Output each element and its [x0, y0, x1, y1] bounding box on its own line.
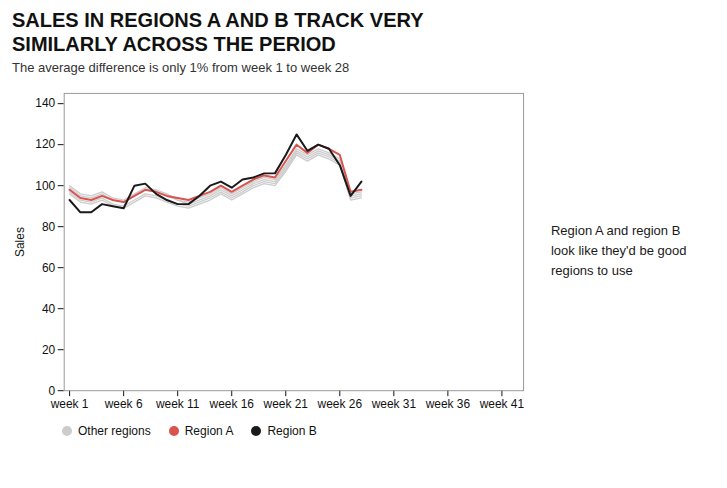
svg-text:week 31: week 31 — [371, 397, 417, 411]
svg-text:week 36: week 36 — [425, 397, 471, 411]
html-text:SALES IN REGIONS A AND B TRACK: SALES IN REGIONS A AND B TRACK VERY SIMI… — [12, 9, 424, 55]
svg-text:week 41: week 41 — [479, 397, 525, 411]
svg-text:40: 40 — [42, 302, 56, 316]
html-text:Region A and region B look lik: Region A and region B look like they'd b… — [551, 222, 687, 278]
html-text:The average difference is only: The average difference is only 1% from w… — [12, 60, 350, 75]
svg-text:week 1: week 1 — [50, 397, 89, 411]
svg-text:20: 20 — [42, 343, 56, 357]
svg-text:week 26: week 26 — [317, 397, 363, 411]
svg-text:week 11: week 11 — [155, 397, 200, 411]
html-text:Region A: Region A — [184, 424, 234, 438]
svg-text:140: 140 — [35, 96, 55, 110]
svg-text:0: 0 — [49, 384, 56, 398]
svg-text:week 16: week 16 — [209, 397, 255, 411]
svg-text:Sales: Sales — [13, 227, 27, 257]
svg-text:60: 60 — [42, 261, 56, 275]
svg-text:120: 120 — [35, 137, 55, 151]
svg-text:week 21: week 21 — [263, 397, 309, 411]
svg-text:week 6: week 6 — [104, 397, 143, 411]
svg-text:80: 80 — [42, 219, 56, 233]
html-text:Other regions: Other regions — [78, 424, 151, 438]
svg-text:100: 100 — [35, 178, 55, 192]
html-text:Region B: Region B — [267, 424, 317, 438]
